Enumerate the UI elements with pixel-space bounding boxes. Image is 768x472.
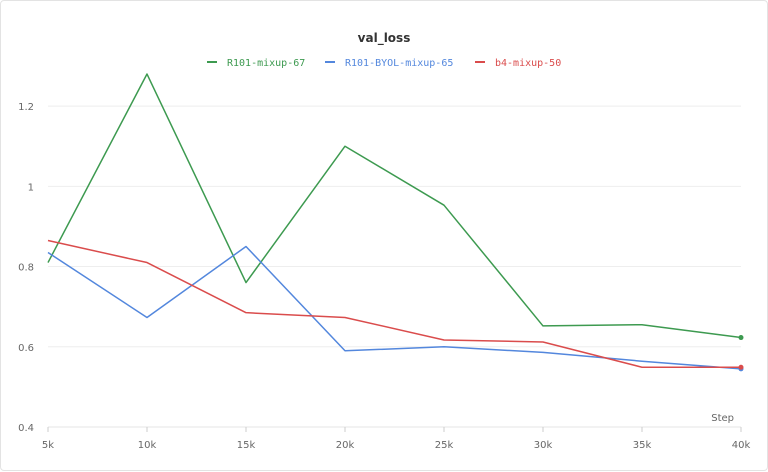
y-tick-label: 1.2	[18, 102, 34, 113]
x-tick-label: 5k	[42, 440, 54, 451]
x-tick-label: 20k	[336, 440, 355, 451]
series-endpoint-0	[738, 335, 744, 341]
legend: R101-mixup-67 R101-BYOL-mixup-65 b4-mixup-…	[207, 58, 561, 69]
x-tick-label: 25k	[435, 440, 454, 451]
x-tick-label: 10k	[138, 440, 157, 451]
x-tick-label: 35k	[633, 440, 652, 451]
grid-lines	[48, 105, 741, 348]
x-axis: 5k 10k 15k 20k 25k 30k 35k 40k	[42, 426, 751, 451]
y-tick-label: 1	[28, 182, 34, 193]
series-line-1	[47, 245, 742, 370]
series-line-0	[47, 73, 742, 339]
x-tick-label: 30k	[534, 440, 553, 451]
y-axis-ticks: 0.4 0.6 0.8 1 1.2	[18, 102, 34, 434]
series-line-2	[47, 239, 741, 368]
y-tick-label: 0.4	[18, 423, 34, 434]
x-tick-label: 40k	[732, 440, 751, 451]
legend-label-2: b4-mixup-50	[495, 58, 561, 69]
chart-title: val_loss	[357, 31, 411, 45]
y-tick-label: 0.6	[18, 343, 34, 354]
x-axis-label: Step	[711, 413, 734, 424]
legend-label-1: R101-BYOL-mixup-65	[345, 58, 453, 69]
y-tick-label: 0.8	[18, 263, 34, 274]
series-lines	[47, 73, 744, 372]
x-tick-label: 15k	[237, 440, 256, 451]
series-endpoint-2	[738, 364, 744, 370]
legend-label-0: R101-mixup-67	[227, 58, 305, 69]
